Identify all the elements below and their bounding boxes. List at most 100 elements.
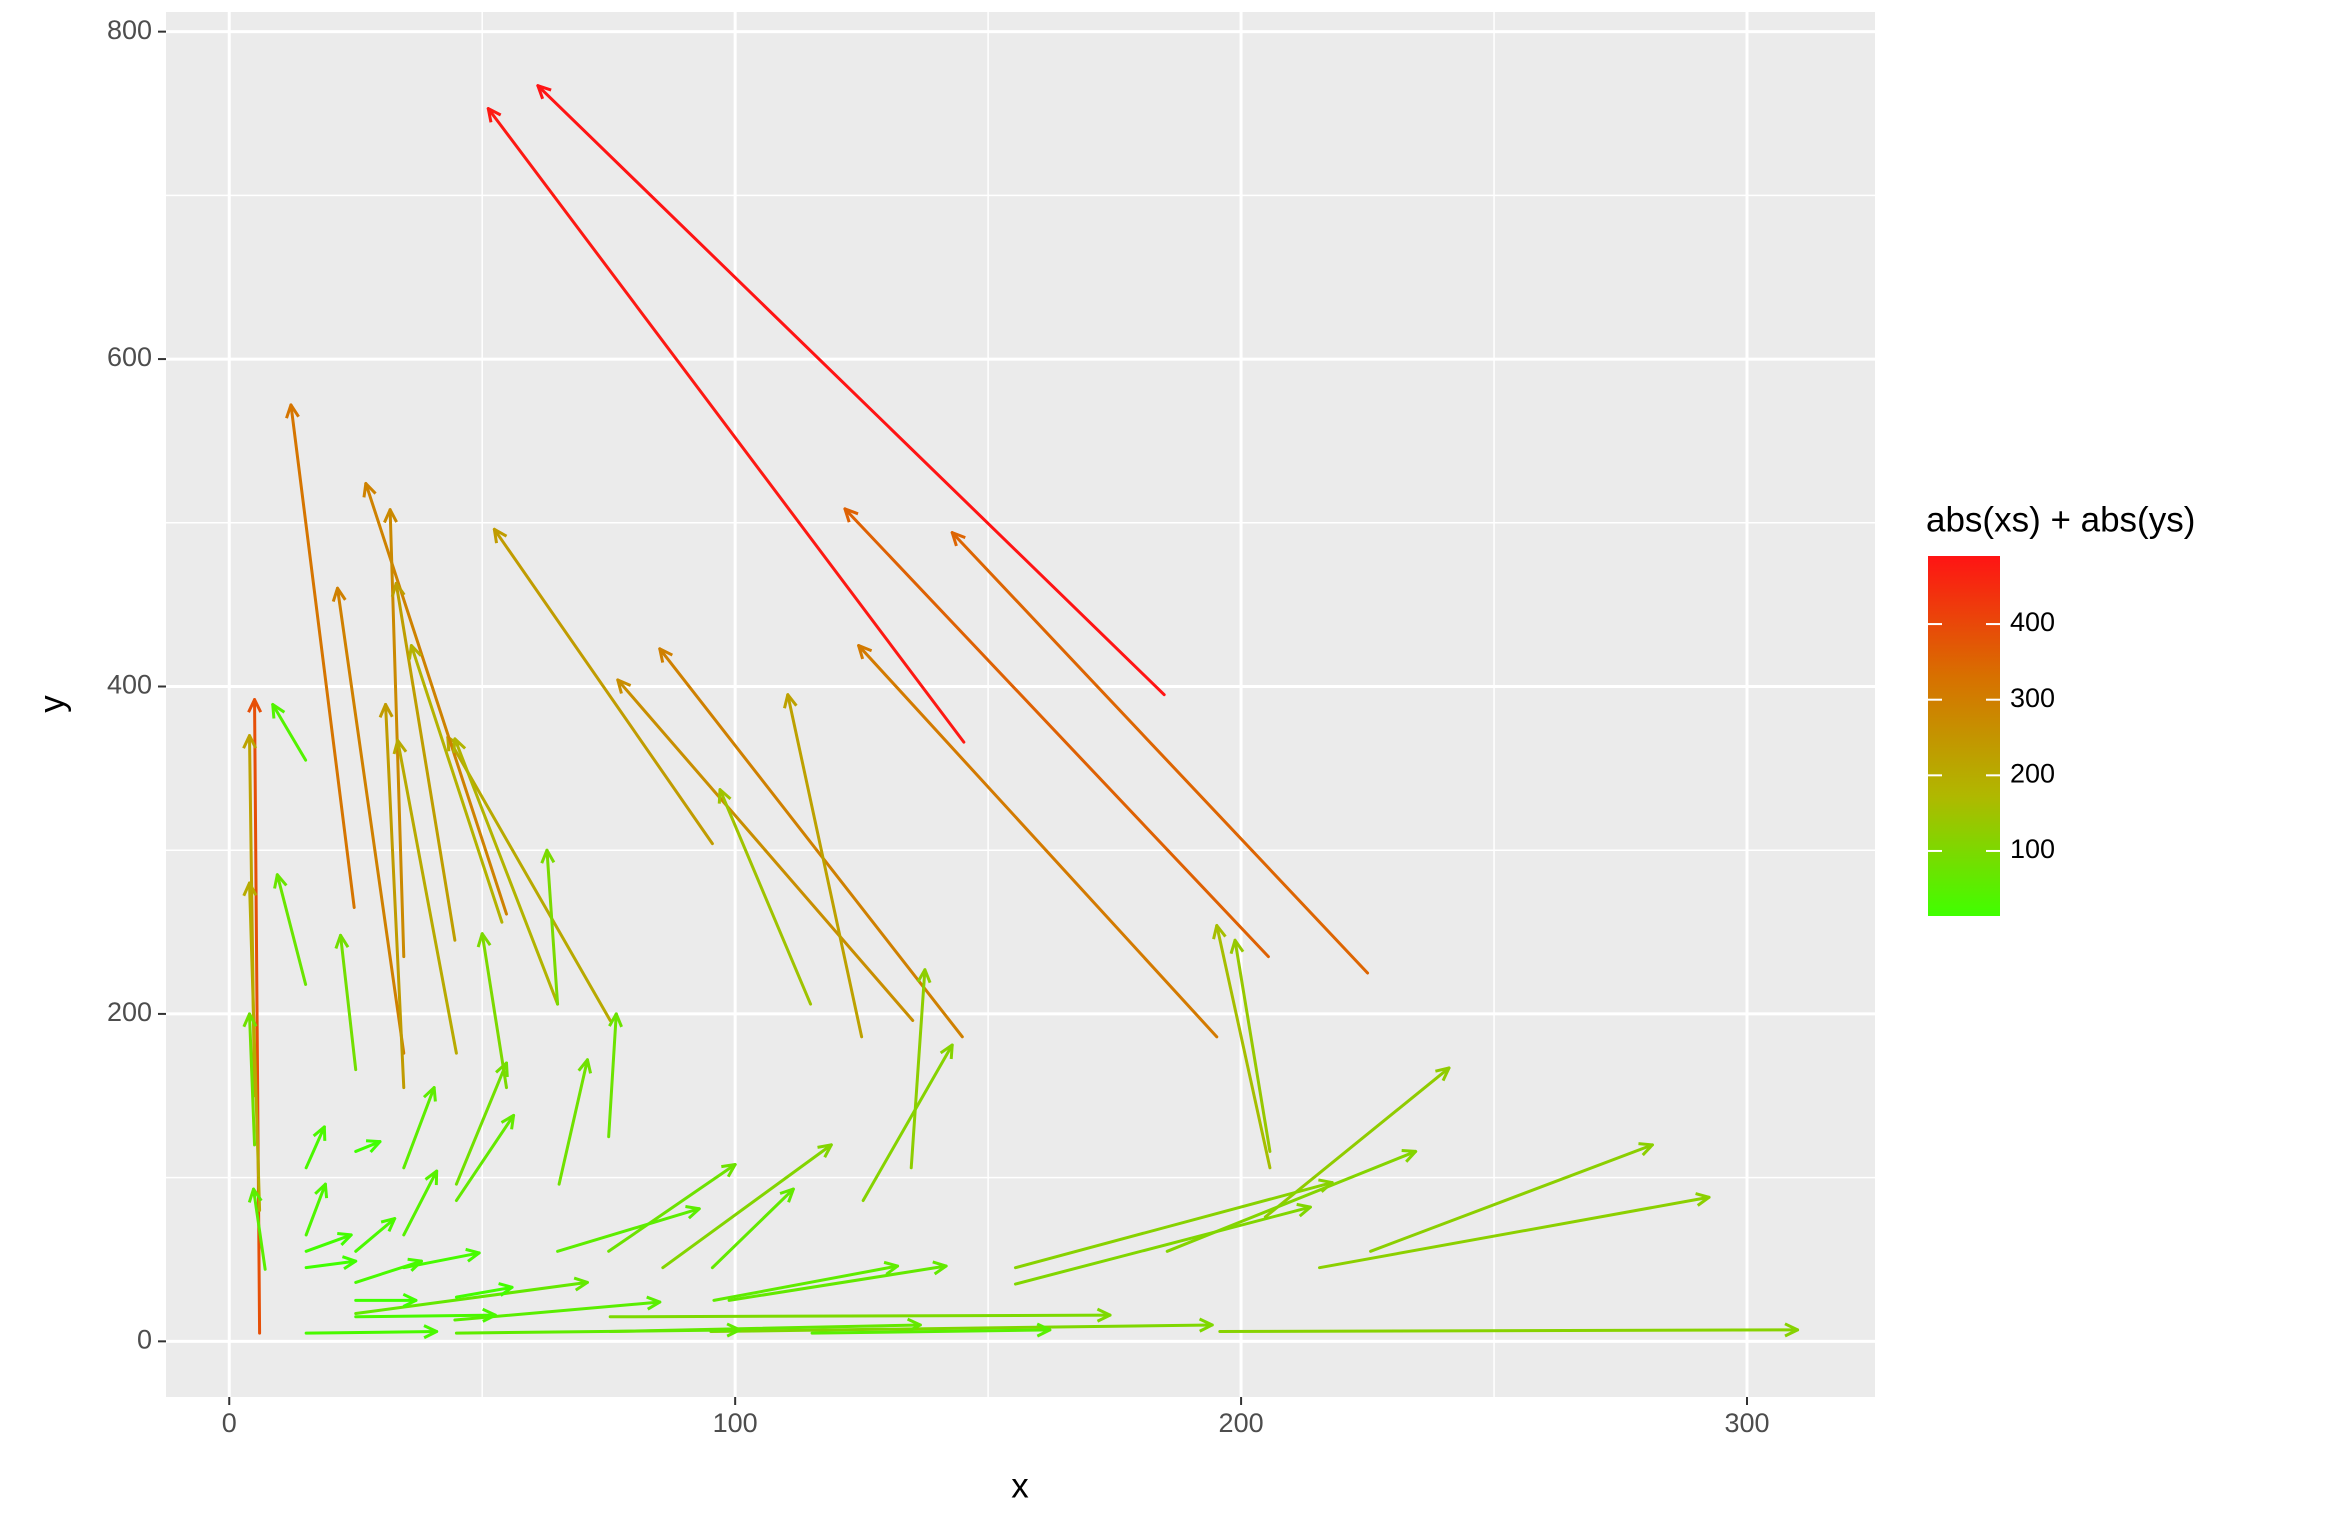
arrow-head xyxy=(331,586,347,603)
arrow-head xyxy=(1401,1148,1418,1163)
arrow-shaft xyxy=(402,1086,436,1170)
arrow-head xyxy=(783,693,798,709)
arrow-shaft xyxy=(1013,1181,1334,1270)
arrow-shaft xyxy=(304,1125,326,1170)
arrow-shaft xyxy=(247,881,262,1212)
arrow-shaft xyxy=(861,1043,954,1203)
arrow-shaft xyxy=(396,739,458,1055)
arrow xyxy=(608,1317,922,1334)
arrow-head xyxy=(422,1086,437,1102)
arrow-head xyxy=(883,1260,900,1276)
arrow xyxy=(247,1187,267,1271)
arrow xyxy=(710,1187,795,1270)
arrow-head xyxy=(721,1163,737,1178)
arrow xyxy=(273,873,308,986)
arrow xyxy=(334,933,358,1072)
arrow-shaft xyxy=(909,968,927,1170)
arrow-shaft xyxy=(304,1233,353,1253)
arrow xyxy=(452,737,560,1006)
arrow-head xyxy=(362,481,377,498)
arrow-shaft xyxy=(1369,1143,1654,1253)
arrow-shaft xyxy=(409,644,504,924)
arrow-shaft xyxy=(394,581,457,942)
arrow-shaft xyxy=(304,1330,439,1335)
arrow-head xyxy=(817,1143,833,1158)
arrow-shaft xyxy=(480,932,508,1090)
arrow-shaft xyxy=(384,703,406,1090)
arrow-shaft xyxy=(336,586,406,1055)
arrow xyxy=(476,932,508,1090)
arrow-head xyxy=(1198,1317,1214,1333)
arrow-shaft xyxy=(354,1140,382,1153)
arrow-head xyxy=(390,581,406,598)
arrow-head xyxy=(423,1324,439,1340)
arrow xyxy=(607,1163,737,1253)
arrow-head xyxy=(1212,924,1227,940)
arrow-head xyxy=(1229,938,1245,955)
arrow-shaft xyxy=(364,481,508,916)
colorbar-label: 300 xyxy=(2010,683,2055,713)
arrow xyxy=(383,508,406,959)
arrow xyxy=(362,481,508,916)
arrow xyxy=(331,586,406,1055)
arrow-head xyxy=(482,1307,497,1323)
arrow-shaft xyxy=(1215,924,1272,1170)
arrow xyxy=(661,1143,833,1270)
arrow-head xyxy=(573,1276,589,1292)
arrow-head xyxy=(950,531,966,547)
colorbar-label: 400 xyxy=(2010,607,2055,637)
arrow-head xyxy=(1695,1192,1711,1207)
arrow-head xyxy=(857,644,873,660)
arrow-head xyxy=(577,1058,593,1074)
arrow-shaft xyxy=(354,1259,423,1284)
arrow xyxy=(354,1276,589,1316)
arrow-shaft xyxy=(247,1012,257,1147)
arrow-shaft xyxy=(712,1264,900,1302)
arrow-shaft xyxy=(354,1313,497,1319)
arrow-shaft xyxy=(453,737,560,1006)
arrow-head xyxy=(392,739,408,755)
arrow-head xyxy=(273,873,288,889)
arrow-shaft xyxy=(658,647,964,1039)
arrow-shaft xyxy=(556,1207,701,1253)
arrow-shaft xyxy=(786,693,864,1039)
arrow xyxy=(304,1324,439,1340)
arrow-head xyxy=(285,403,300,419)
arrow-shaft xyxy=(486,107,966,744)
arrow-head xyxy=(465,1247,481,1263)
arrow-head xyxy=(916,968,932,984)
arrow xyxy=(304,1255,358,1271)
arrow xyxy=(810,1322,1052,1338)
arrow-head xyxy=(312,1125,327,1141)
arrow-shaft xyxy=(608,1323,922,1334)
arrow-head xyxy=(271,703,286,719)
y-tick-label: 200 xyxy=(107,997,152,1027)
arrow xyxy=(843,507,1270,959)
arrow-head xyxy=(1096,1307,1112,1323)
arrow xyxy=(354,1139,382,1153)
arrow-head xyxy=(402,1292,418,1308)
arrow xyxy=(909,968,932,1170)
arrow-head xyxy=(247,698,263,713)
arrow-head xyxy=(341,1255,358,1271)
arrow-head xyxy=(492,527,508,544)
arrow-head xyxy=(498,1282,514,1297)
arrow xyxy=(354,1257,423,1284)
arrow-shaft xyxy=(1218,1328,1800,1334)
arrow xyxy=(304,1182,329,1237)
arrow xyxy=(304,1232,353,1253)
arrow-shaft xyxy=(454,1061,508,1186)
arrow xyxy=(608,1307,1112,1323)
arrow-shaft xyxy=(446,735,612,1022)
arrow xyxy=(857,644,1219,1039)
arrow-head xyxy=(500,1113,516,1130)
arrow xyxy=(1369,1142,1654,1253)
arrow-head xyxy=(486,107,502,123)
arrow-head xyxy=(843,507,859,523)
arrow-head xyxy=(452,737,467,753)
arrow-shaft xyxy=(709,1323,1214,1334)
x-tick-label: 0 xyxy=(222,1408,237,1438)
arrow xyxy=(271,703,308,762)
arrow-shaft xyxy=(1013,1205,1312,1286)
